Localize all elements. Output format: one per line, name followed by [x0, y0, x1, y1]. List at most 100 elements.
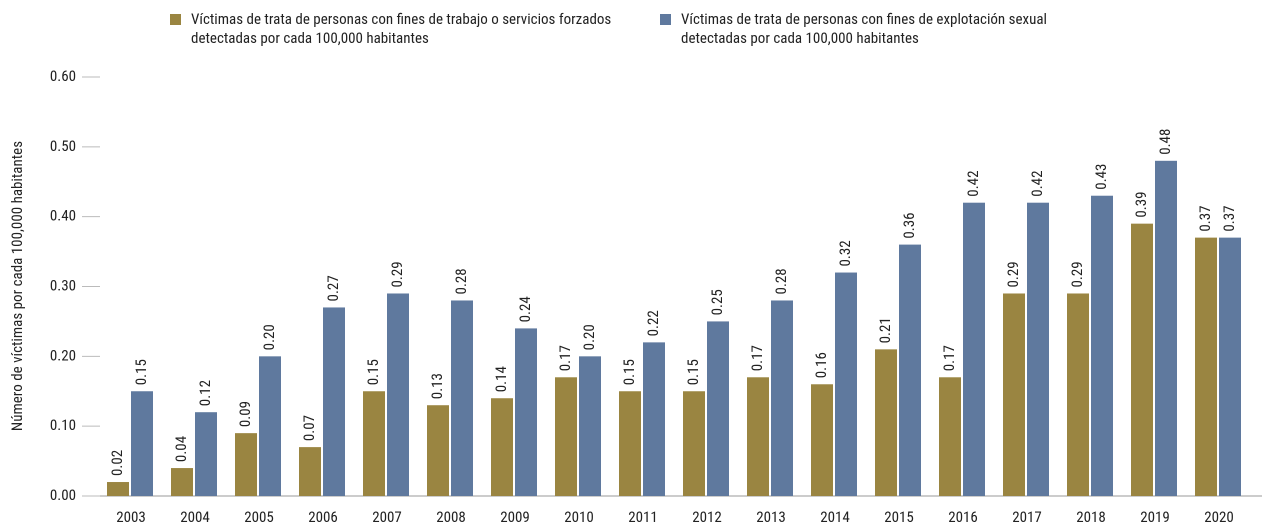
- data-label: 0.22: [644, 310, 662, 336]
- data-label: 0.15: [684, 359, 702, 385]
- bar: [835, 272, 857, 496]
- data-label: 0.42: [1028, 171, 1046, 197]
- data-label: 0.04: [172, 436, 190, 462]
- data-label: 0.07: [300, 415, 318, 441]
- bar: [299, 447, 321, 496]
- data-label: 0.15: [364, 359, 382, 385]
- x-tick-label: 2009: [500, 508, 530, 526]
- bar: [387, 293, 409, 496]
- bar: [555, 377, 577, 496]
- data-label: 0.37: [1220, 205, 1238, 231]
- bar: [683, 391, 705, 496]
- x-tick-label: 2005: [244, 508, 274, 526]
- bar: [1195, 237, 1217, 496]
- data-label: 0.29: [1068, 261, 1086, 287]
- x-tick-label: 2018: [1076, 508, 1106, 526]
- x-tick-label: 2019: [1140, 508, 1170, 526]
- x-tick-label: 2020: [1204, 508, 1234, 526]
- x-tick-label: 2017: [1012, 508, 1042, 526]
- y-tick-label: 0.30: [50, 276, 76, 294]
- bar: [707, 321, 729, 496]
- legend-swatch: [170, 14, 181, 25]
- bar: [451, 300, 473, 496]
- bar: [875, 349, 897, 496]
- bar: [491, 398, 513, 496]
- bar: [1155, 160, 1177, 497]
- y-tick-label: 0.10: [50, 416, 76, 434]
- data-label: 0.48: [1156, 129, 1174, 155]
- data-label: 0.28: [772, 268, 790, 294]
- x-tick-label: 2014: [820, 508, 850, 526]
- x-tick-label: 2008: [436, 508, 466, 526]
- bar: [939, 377, 961, 496]
- legend-label: Víctimas de trata de personas con fines …: [681, 10, 1047, 47]
- x-tick-label: 2007: [372, 508, 402, 526]
- bar: [1131, 223, 1153, 496]
- bar: [515, 328, 537, 496]
- data-label: 0.20: [260, 324, 278, 350]
- data-label: 0.32: [836, 240, 854, 266]
- data-label: 0.15: [620, 359, 638, 385]
- data-label: 0.27: [324, 275, 342, 301]
- x-tick-label: 2006: [308, 508, 338, 526]
- data-label: 0.15: [132, 359, 150, 385]
- x-tick-label: 2003: [116, 508, 146, 526]
- bar: [195, 412, 217, 496]
- data-label: 0.20: [580, 324, 598, 350]
- y-tick-label: 0.00: [50, 486, 76, 504]
- bar: [131, 391, 153, 496]
- data-label: 0.36: [900, 212, 918, 238]
- bar: [427, 405, 449, 496]
- data-label: 0.16: [812, 352, 830, 378]
- bar: [963, 202, 985, 496]
- x-tick-label: 2010: [564, 508, 594, 526]
- x-tick-label: 2015: [884, 508, 914, 526]
- data-label: 0.37: [1196, 205, 1214, 231]
- data-label: 0.28: [452, 268, 470, 294]
- x-tick-label: 2016: [948, 508, 978, 526]
- bar: [619, 391, 641, 496]
- legend-swatch: [660, 14, 671, 25]
- bar: [1219, 237, 1241, 496]
- data-label: 0.39: [1132, 191, 1150, 217]
- bar: [811, 384, 833, 496]
- y-tick-label: 0.40: [50, 207, 76, 225]
- legend-item: Víctimas de trata de personas con fines …: [660, 10, 1091, 48]
- bar: [323, 307, 345, 496]
- bar: [579, 356, 601, 496]
- x-tick-label: 2012: [692, 508, 722, 526]
- data-label: 0.17: [556, 345, 574, 371]
- y-tick-label: 0.50: [50, 137, 76, 155]
- data-label: 0.29: [388, 261, 406, 287]
- bar: [1067, 293, 1089, 496]
- bar: [1091, 195, 1113, 496]
- y-tick-label: 0.60: [50, 67, 76, 85]
- legend-item: Víctimas de trata de personas con fines …: [170, 10, 646, 48]
- y-tick-label: 0.20: [50, 346, 76, 364]
- x-tick-label: 2013: [756, 508, 786, 526]
- data-label: 0.24: [516, 296, 534, 322]
- data-label: 0.29: [1004, 261, 1022, 287]
- data-label: 0.02: [108, 450, 126, 476]
- legend-label: Víctimas de trata de personas con fines …: [191, 10, 612, 47]
- bar: [259, 356, 281, 496]
- data-label: 0.09: [236, 401, 254, 427]
- bar: [643, 342, 665, 496]
- data-label: 0.25: [708, 289, 726, 315]
- data-label: 0.13: [428, 373, 446, 399]
- data-label: 0.43: [1092, 164, 1110, 190]
- data-label: 0.12: [196, 380, 214, 406]
- data-label: 0.17: [748, 345, 766, 371]
- data-label: 0.42: [964, 171, 982, 197]
- bar: [363, 391, 385, 496]
- bar: [771, 300, 793, 496]
- y-axis-label: Número de víctimas por cada 100,000 habi…: [8, 141, 26, 431]
- bar: [235, 433, 257, 496]
- data-label: 0.17: [940, 345, 958, 371]
- x-tick-label: 2004: [180, 508, 210, 526]
- x-tick-label: 2011: [628, 508, 658, 526]
- bar: [107, 482, 129, 496]
- bar: [1027, 202, 1049, 496]
